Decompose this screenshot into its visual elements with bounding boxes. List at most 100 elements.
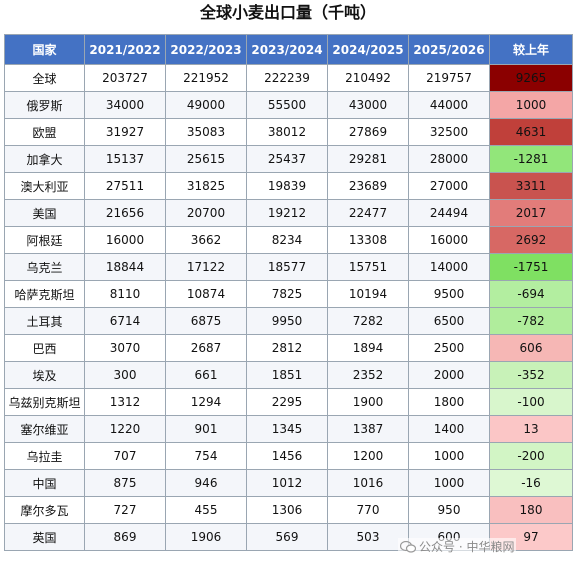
value-cell: 43000 [327, 91, 409, 119]
value-cell: 34000 [84, 91, 166, 119]
change-cell: 606 [489, 334, 573, 362]
value-cell: 2000 [408, 361, 490, 389]
table-row: 美国 21656 20700 19212 22477 24494 2017 [4, 199, 573, 227]
value-cell: 707 [84, 442, 166, 470]
country-cell: 埃及 [4, 361, 85, 389]
value-cell: 3070 [84, 334, 166, 362]
value-cell: 1800 [408, 388, 490, 416]
value-cell: 31825 [165, 172, 247, 200]
value-cell: 901 [165, 415, 247, 443]
country-cell: 乌拉圭 [4, 442, 85, 470]
value-cell: 875 [84, 469, 166, 497]
value-cell: 6500 [408, 307, 490, 335]
value-cell: 6714 [84, 307, 166, 335]
value-cell: 222239 [246, 64, 328, 92]
change-cell: -782 [489, 307, 573, 335]
value-cell: 15751 [327, 253, 409, 281]
value-cell: 1220 [84, 415, 166, 443]
value-cell: 754 [165, 442, 247, 470]
value-cell: 19839 [246, 172, 328, 200]
table-row: 乌拉圭 707 754 1456 1200 1000 -200 [4, 442, 573, 470]
change-cell: 13 [489, 415, 573, 443]
value-cell: 2500 [408, 334, 490, 362]
value-cell: 29281 [327, 145, 409, 173]
country-cell: 加拿大 [4, 145, 85, 173]
value-cell: 21656 [84, 199, 166, 227]
value-cell: 1312 [84, 388, 166, 416]
value-cell: 27511 [84, 172, 166, 200]
value-cell: 1906 [165, 523, 247, 551]
header-row: 国家 2021/2022 2022/2023 2023/2024 2024/20… [4, 34, 573, 65]
value-cell: 55500 [246, 91, 328, 119]
change-cell: 9265 [489, 64, 573, 92]
table-row: 阿根廷 16000 3662 8234 13308 16000 2692 [4, 226, 573, 254]
table-row: 乌兹别克斯坦 1312 1294 2295 1900 1800 -100 [4, 388, 573, 416]
table-row: 摩尔多瓦 727 455 1306 770 950 180 [4, 496, 573, 524]
value-cell: 727 [84, 496, 166, 524]
value-cell: 1200 [327, 442, 409, 470]
value-cell: 770 [327, 496, 409, 524]
value-cell: 1012 [246, 469, 328, 497]
country-cell: 阿根廷 [4, 226, 85, 254]
watermark-text: 公众号 · 中华粮网 [419, 540, 515, 554]
header-country: 国家 [4, 34, 85, 65]
country-cell: 土耳其 [4, 307, 85, 335]
value-cell: 210492 [327, 64, 409, 92]
change-cell: 180 [489, 496, 573, 524]
value-cell: 22477 [327, 199, 409, 227]
value-cell: 1016 [327, 469, 409, 497]
value-cell: 38012 [246, 118, 328, 146]
value-cell: 16000 [408, 226, 490, 254]
value-cell: 1000 [408, 469, 490, 497]
value-cell: 8234 [246, 226, 328, 254]
table-row: 全球 203727 221952 222239 210492 219757 9265 [4, 64, 573, 92]
value-cell: 2687 [165, 334, 247, 362]
change-cell: -694 [489, 280, 573, 308]
table-row: 巴西 3070 2687 2812 1894 2500 606 [4, 334, 573, 362]
value-cell: 455 [165, 496, 247, 524]
header-2024-2025: 2024/2025 [327, 34, 409, 65]
country-cell: 中国 [4, 469, 85, 497]
value-cell: 1306 [246, 496, 328, 524]
value-cell: 10874 [165, 280, 247, 308]
value-cell: 9950 [246, 307, 328, 335]
table-row: 俄罗斯 34000 49000 55500 43000 44000 1000 [4, 91, 573, 119]
country-cell: 乌克兰 [4, 253, 85, 281]
country-cell: 俄罗斯 [4, 91, 85, 119]
value-cell: 25437 [246, 145, 328, 173]
country-cell: 塞尔维亚 [4, 415, 85, 443]
table-row: 哈萨克斯坦 8110 10874 7825 10194 9500 -694 [4, 280, 573, 308]
wheat-export-table: 国家 2021/2022 2022/2023 2023/2024 2024/20… [4, 34, 573, 551]
table-row: 塞尔维亚 1220 901 1345 1387 1400 13 [4, 415, 573, 443]
value-cell: 20700 [165, 199, 247, 227]
value-cell: 2812 [246, 334, 328, 362]
value-cell: 24494 [408, 199, 490, 227]
wechat-icon [400, 541, 416, 553]
change-cell: -1281 [489, 145, 573, 173]
value-cell: 49000 [165, 91, 247, 119]
value-cell: 1345 [246, 415, 328, 443]
value-cell: 15137 [84, 145, 166, 173]
value-cell: 44000 [408, 91, 490, 119]
value-cell: 950 [408, 496, 490, 524]
value-cell: 28000 [408, 145, 490, 173]
value-cell: 661 [165, 361, 247, 389]
country-cell: 摩尔多瓦 [4, 496, 85, 524]
country-cell: 澳大利亚 [4, 172, 85, 200]
value-cell: 31927 [84, 118, 166, 146]
table-title: 全球小麦出口量（千吨） [199, 3, 376, 22]
table-row: 土耳其 6714 6875 9950 7282 6500 -782 [4, 307, 573, 335]
value-cell: 1000 [408, 442, 490, 470]
value-cell: 300 [84, 361, 166, 389]
change-cell: 2017 [489, 199, 573, 227]
country-cell: 英国 [4, 523, 85, 551]
value-cell: 18577 [246, 253, 328, 281]
value-cell: 221952 [165, 64, 247, 92]
table-row: 埃及 300 661 1851 2352 2000 -352 [4, 361, 573, 389]
value-cell: 19212 [246, 199, 328, 227]
value-cell: 1387 [327, 415, 409, 443]
value-cell: 32500 [408, 118, 490, 146]
table-row: 澳大利亚 27511 31825 19839 23689 27000 3311 [4, 172, 573, 200]
change-cell: -100 [489, 388, 573, 416]
